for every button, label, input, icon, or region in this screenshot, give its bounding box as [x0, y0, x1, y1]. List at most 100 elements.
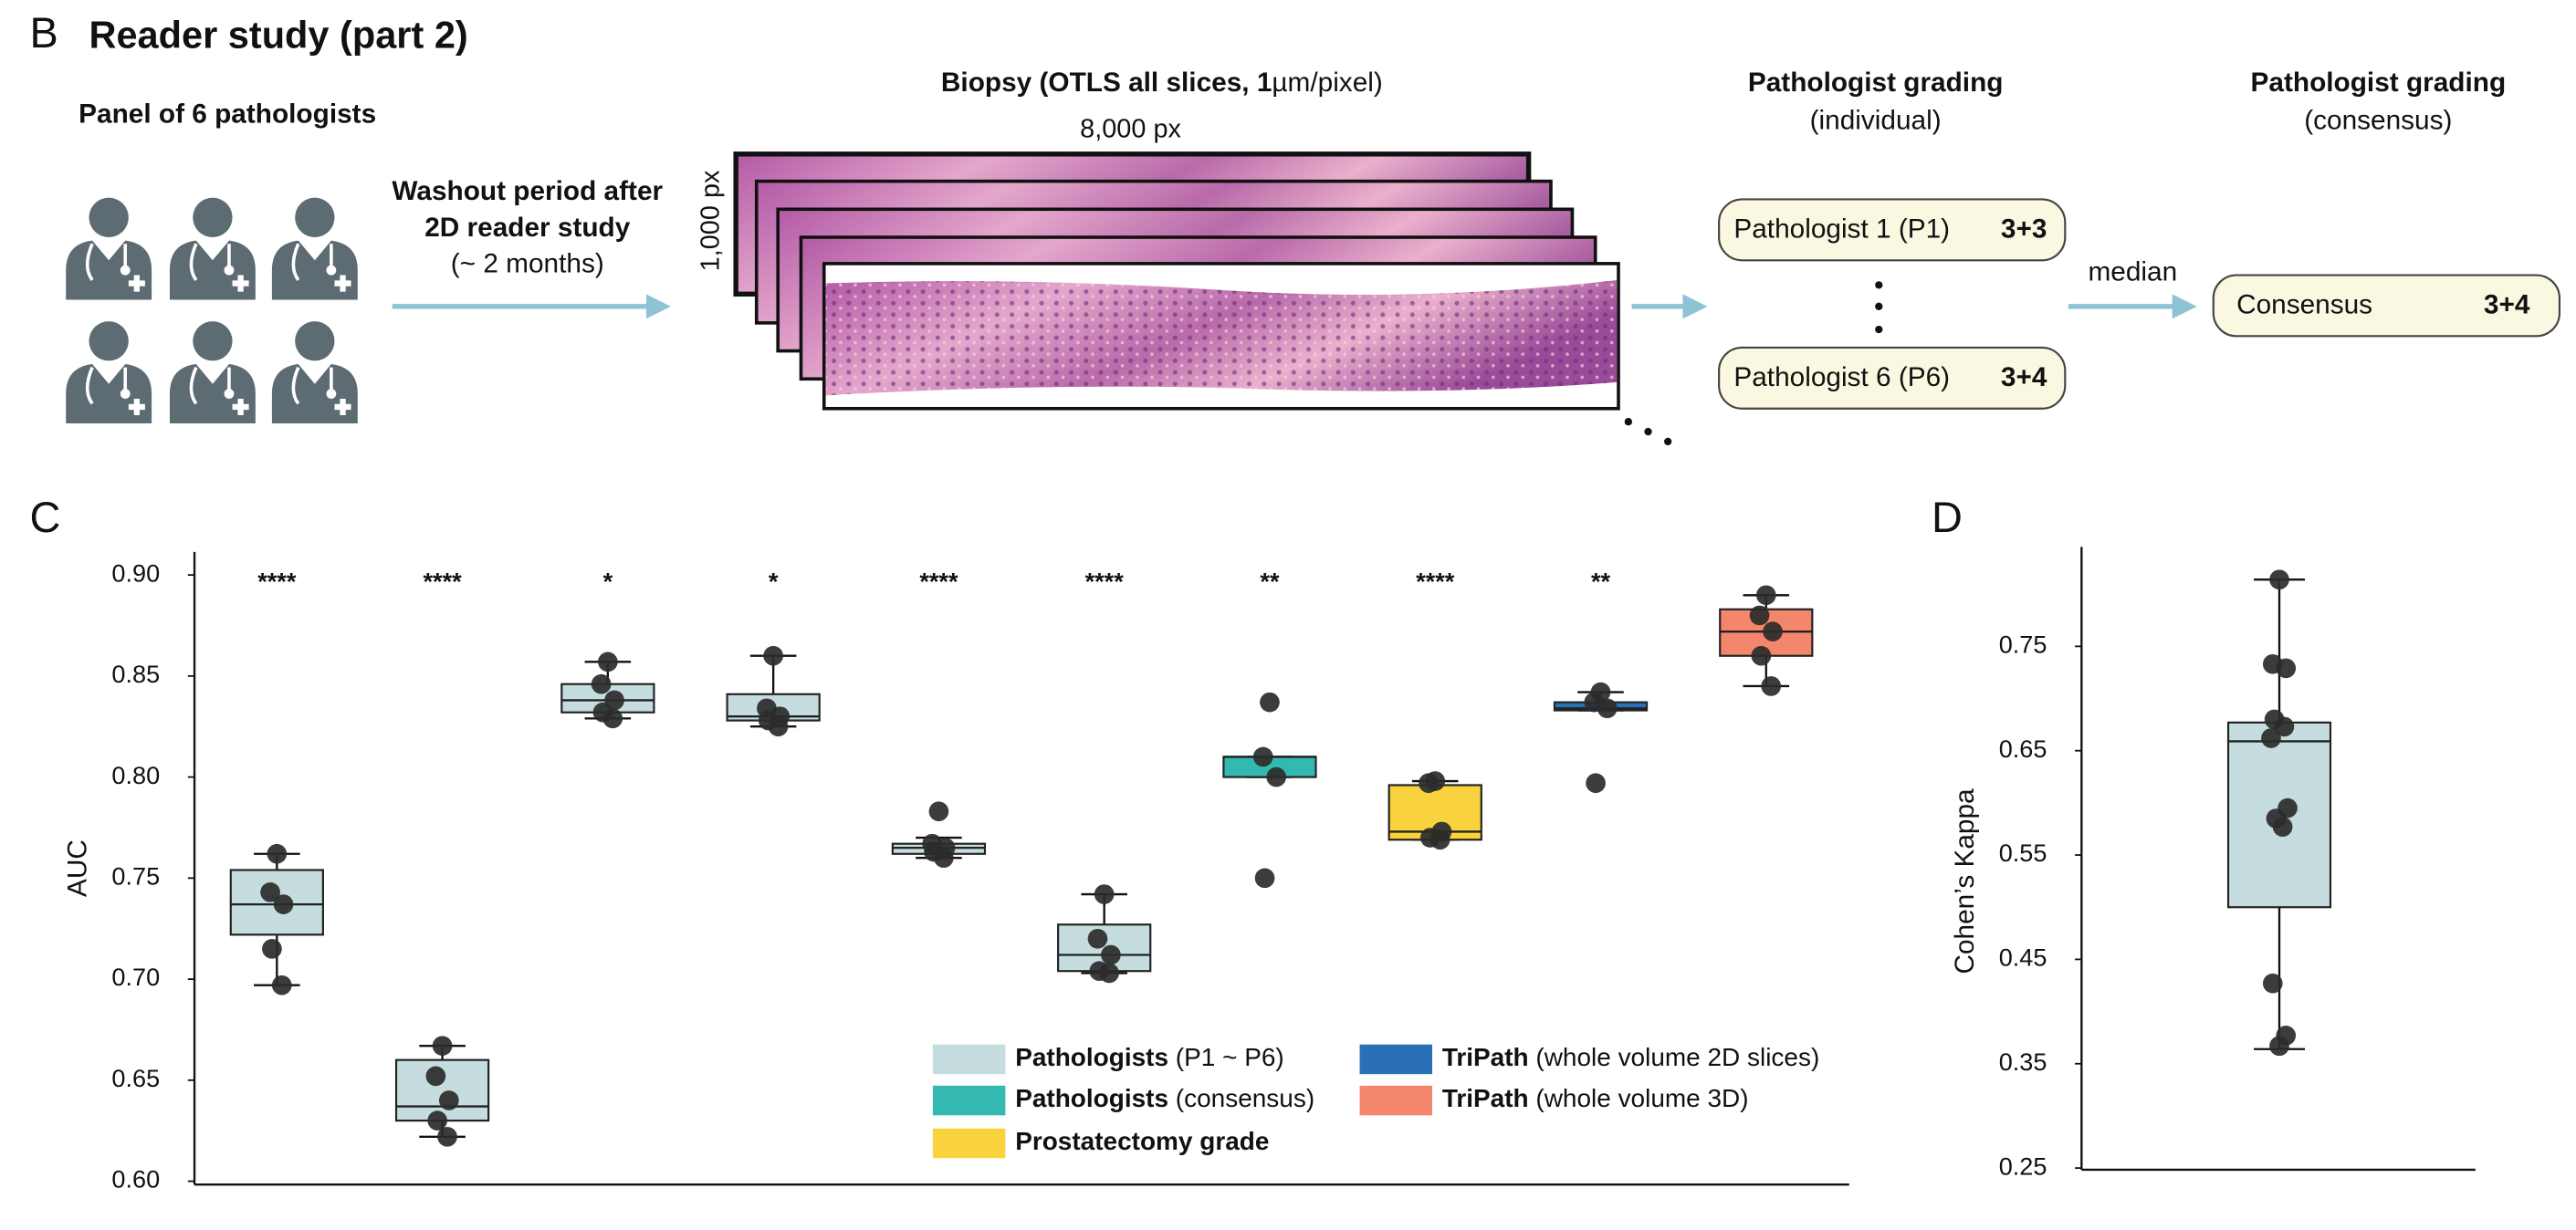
point	[1254, 868, 1275, 889]
legend-swatch	[932, 1044, 1006, 1075]
significance: ****	[1416, 567, 1455, 595]
consensus-name: Consensus	[2236, 290, 2372, 320]
point	[1429, 829, 1450, 850]
point	[2272, 817, 2293, 838]
y-tick-label: 0.75	[111, 861, 160, 890]
legend-detail: (consensus)	[1176, 1084, 1314, 1112]
significance: *	[603, 567, 613, 595]
significance: ****	[257, 567, 297, 595]
point	[933, 848, 954, 869]
point	[591, 673, 612, 694]
point	[598, 651, 618, 672]
y-tick-label: 0.80	[111, 761, 160, 789]
legend-name: Pathologists	[1015, 1084, 1168, 1112]
point	[2276, 658, 2297, 679]
box-group	[560, 651, 655, 729]
panel-title: Reader study (part 2)	[89, 14, 467, 57]
point	[1586, 773, 1606, 794]
biopsy-title-rest: µm/pixel)	[1272, 68, 1382, 98]
point	[768, 716, 789, 737]
point	[2262, 973, 2283, 994]
legend-detail: (whole volume 2D slices)	[1535, 1043, 1819, 1071]
panel-letter: C	[29, 494, 60, 541]
box-group	[1719, 585, 1814, 696]
consensus-subtitle: (consensus)	[2304, 105, 2452, 135]
grade-value: 3+3	[2001, 214, 2047, 245]
biopsy-title-bold: Biopsy (OTLS all slices, 1	[941, 68, 1272, 98]
pathologist-icons	[66, 198, 358, 423]
point	[763, 645, 783, 666]
point	[427, 1110, 448, 1131]
point	[602, 708, 623, 729]
legend-name: TriPath	[1442, 1043, 1529, 1071]
grade-value: 3+4	[2001, 362, 2047, 392]
point	[2269, 569, 2289, 590]
legend-entry: TriPath (whole volume 3D)	[1442, 1084, 1749, 1112]
vertical-dots	[1875, 281, 1883, 334]
legend-entry: TriPath (whole volume 2D slices)	[1442, 1043, 1819, 1071]
grade-box	[1718, 198, 2067, 262]
point	[1597, 698, 1618, 719]
box-group	[891, 801, 987, 869]
biopsy-slices	[733, 151, 1620, 411]
point	[260, 882, 280, 902]
biopsy-title: Biopsy (OTLS all slices, 1µm/pixel)	[941, 68, 1383, 98]
y-axis-label: AUC	[63, 839, 93, 897]
width-label: 8,000 px	[1080, 114, 1181, 143]
significance: ****	[424, 567, 463, 595]
y-tick-label: 0.65	[1999, 735, 2047, 763]
point	[1419, 773, 1439, 794]
point	[1749, 605, 1770, 626]
consensus-grade: 3+4	[2484, 290, 2530, 320]
legend-name: Prostatectomy grade	[1015, 1127, 1269, 1155]
consensus-title: Pathologist grading	[2251, 68, 2507, 98]
legend-entry: Prostatectomy grade	[1015, 1127, 1269, 1155]
point	[438, 1090, 459, 1110]
box-group	[2226, 569, 2332, 1057]
point	[437, 1126, 457, 1147]
point	[1252, 746, 1273, 767]
point	[2261, 728, 2281, 748]
point	[1751, 645, 1772, 666]
point	[1099, 963, 1119, 984]
individual-subtitle: (individual)	[1810, 105, 1942, 135]
legend-swatch	[932, 1128, 1006, 1159]
point	[1094, 884, 1115, 904]
height-label: 1,000 px	[696, 170, 726, 271]
box-group	[726, 645, 821, 737]
washout-text: Washout period after	[392, 176, 663, 206]
point	[432, 1036, 453, 1056]
point	[1101, 944, 1121, 965]
y-tick-label: 0.85	[111, 660, 160, 688]
legend-detail: (P1 ~ P6)	[1176, 1043, 1284, 1071]
point	[271, 975, 292, 995]
point	[273, 894, 294, 914]
y-tick-label: 0.35	[1999, 1048, 2047, 1076]
point	[1763, 621, 1783, 641]
box-group	[229, 843, 324, 995]
point	[1266, 766, 1287, 787]
grade-box	[1718, 346, 2067, 410]
box-group	[1553, 682, 1649, 794]
washout-text: (~ 2 months)	[451, 249, 604, 279]
individual-title: Pathologist grading	[1748, 68, 2004, 98]
grade-name: Pathologist 1 (P1)	[1733, 214, 1950, 245]
legend-detail: (whole volume 3D)	[1535, 1084, 1748, 1112]
y-tick-label: 0.75	[1999, 631, 2047, 659]
y-tick-label: 0.90	[111, 558, 160, 587]
y-tick-label: 0.60	[111, 1165, 160, 1194]
point	[267, 843, 288, 864]
point	[262, 939, 282, 959]
point	[1087, 928, 1108, 949]
y-tick-label: 0.45	[1999, 943, 2047, 972]
y-axis-label: Cohen’s Kappa	[1950, 788, 1980, 975]
box-group	[394, 1036, 490, 1147]
washout-text: 2D reader study	[424, 213, 631, 243]
point	[1761, 676, 1782, 696]
legend-entry: Pathologists (P1 ~ P6)	[1015, 1043, 1284, 1071]
legend-entry: Pathologists (consensus)	[1015, 1084, 1314, 1112]
legend-swatch	[1359, 1044, 1432, 1075]
legend-swatch	[932, 1085, 1006, 1116]
